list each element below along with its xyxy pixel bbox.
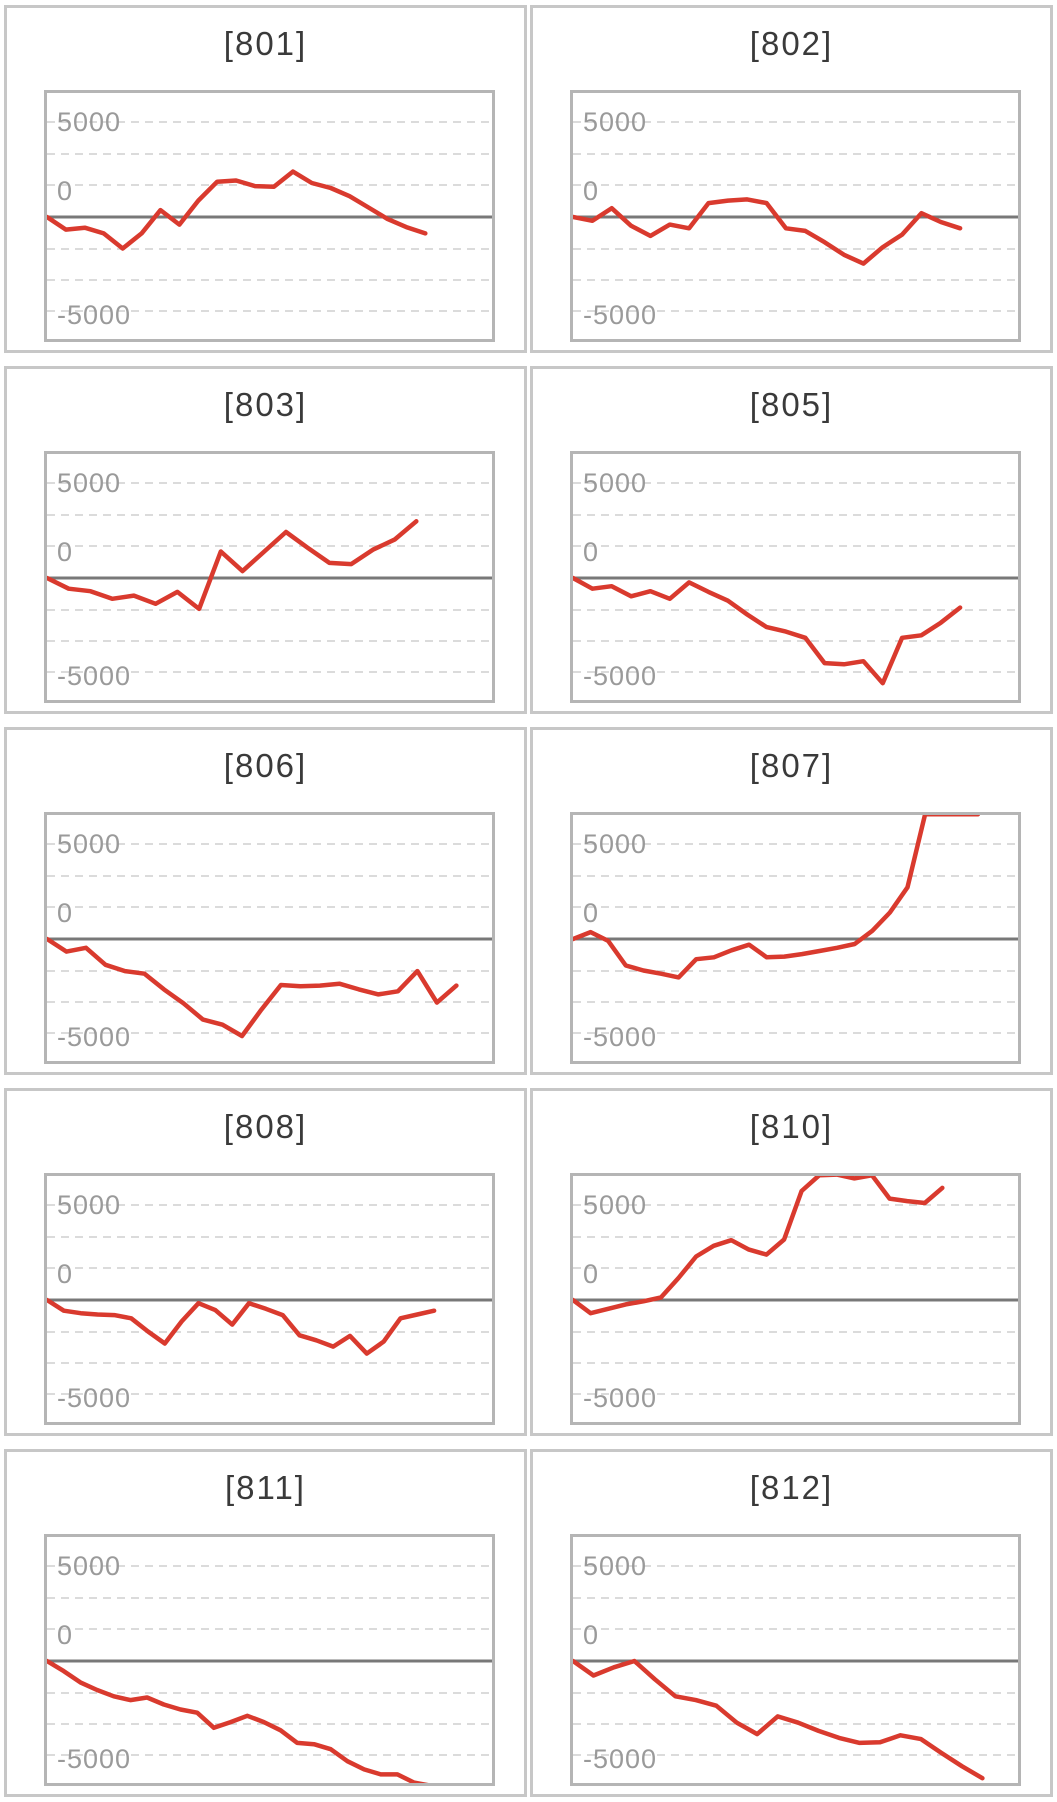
slump-line-chart [573,815,1018,1034]
chart-panel-807: [807] 5000 0 -5000 [530,727,1053,1075]
chart-panel-805: [805] 5000 0 -5000 [530,366,1053,714]
slump-series-line [47,1297,437,1356]
chart-title: [811] [225,1469,306,1506]
slump-line-chart [47,1204,492,1395]
chart-title: [807] [749,747,834,784]
plot-area: 5000 0 -5000 [570,451,1021,703]
chart-title: [803] [223,386,308,423]
chart-panel-801: [801] 5000 0 -5000 [4,5,527,353]
slump-series-line [47,1658,429,1783]
slump-series-line [573,197,963,266]
slump-series-line [47,519,419,612]
chart-panel-806: [806] 5000 0 -5000 [4,727,527,1075]
plot-area: 5000 0 -5000 [44,1173,495,1425]
slump-series-line [47,169,428,251]
chart-panel-803: [803] 5000 0 -5000 [4,366,527,714]
plot-area: 5000 0 -5000 [570,1534,1021,1786]
plot-area: 5000 0 -5000 [570,812,1021,1064]
plot-area: 5000 0 -5000 [44,812,495,1064]
plot-area: 5000 0 -5000 [44,1534,495,1786]
chart-panel-810: [810] 5000 0 -5000 [530,1088,1053,1436]
chart-panel-812: [812] 5000 0 -5000 [530,1449,1053,1797]
slump-line-chart [47,482,492,673]
chart-title: [802] [749,25,834,62]
chart-panel-808: [808] 5000 0 -5000 [4,1088,527,1436]
slump-series-line [47,936,459,1039]
slump-line-chart [573,482,1018,686]
plot-area: 5000 0 -5000 [570,90,1021,342]
chart-panel-811: [811] 5000 0 -5000 [4,1449,527,1797]
chart-title: [808] [223,1108,308,1145]
plot-area: 5000 0 -5000 [570,1173,1021,1425]
slump-series-line [573,1658,985,1781]
chart-title: [812] [749,1469,834,1506]
slump-line-chart [47,843,492,1039]
chart-title: [810] [749,1108,834,1145]
slump-line-chart [573,121,1018,312]
chart-title: [801] [223,25,308,62]
slump-series-line [573,575,963,686]
slump-line-chart [573,1565,1018,1781]
chart-title: [806] [223,747,308,784]
slump-line-chart [47,1565,492,1783]
plot-area: 5000 0 -5000 [44,90,495,342]
slump-line-chart [573,1176,1018,1395]
plot-area: 5000 0 -5000 [44,451,495,703]
slump-line-chart [47,121,492,312]
slump-series-line [573,815,981,980]
chart-panel-802: [802] 5000 0 -5000 [530,5,1053,353]
chart-title: [805] [749,386,834,423]
slump-series-line [573,1176,945,1316]
